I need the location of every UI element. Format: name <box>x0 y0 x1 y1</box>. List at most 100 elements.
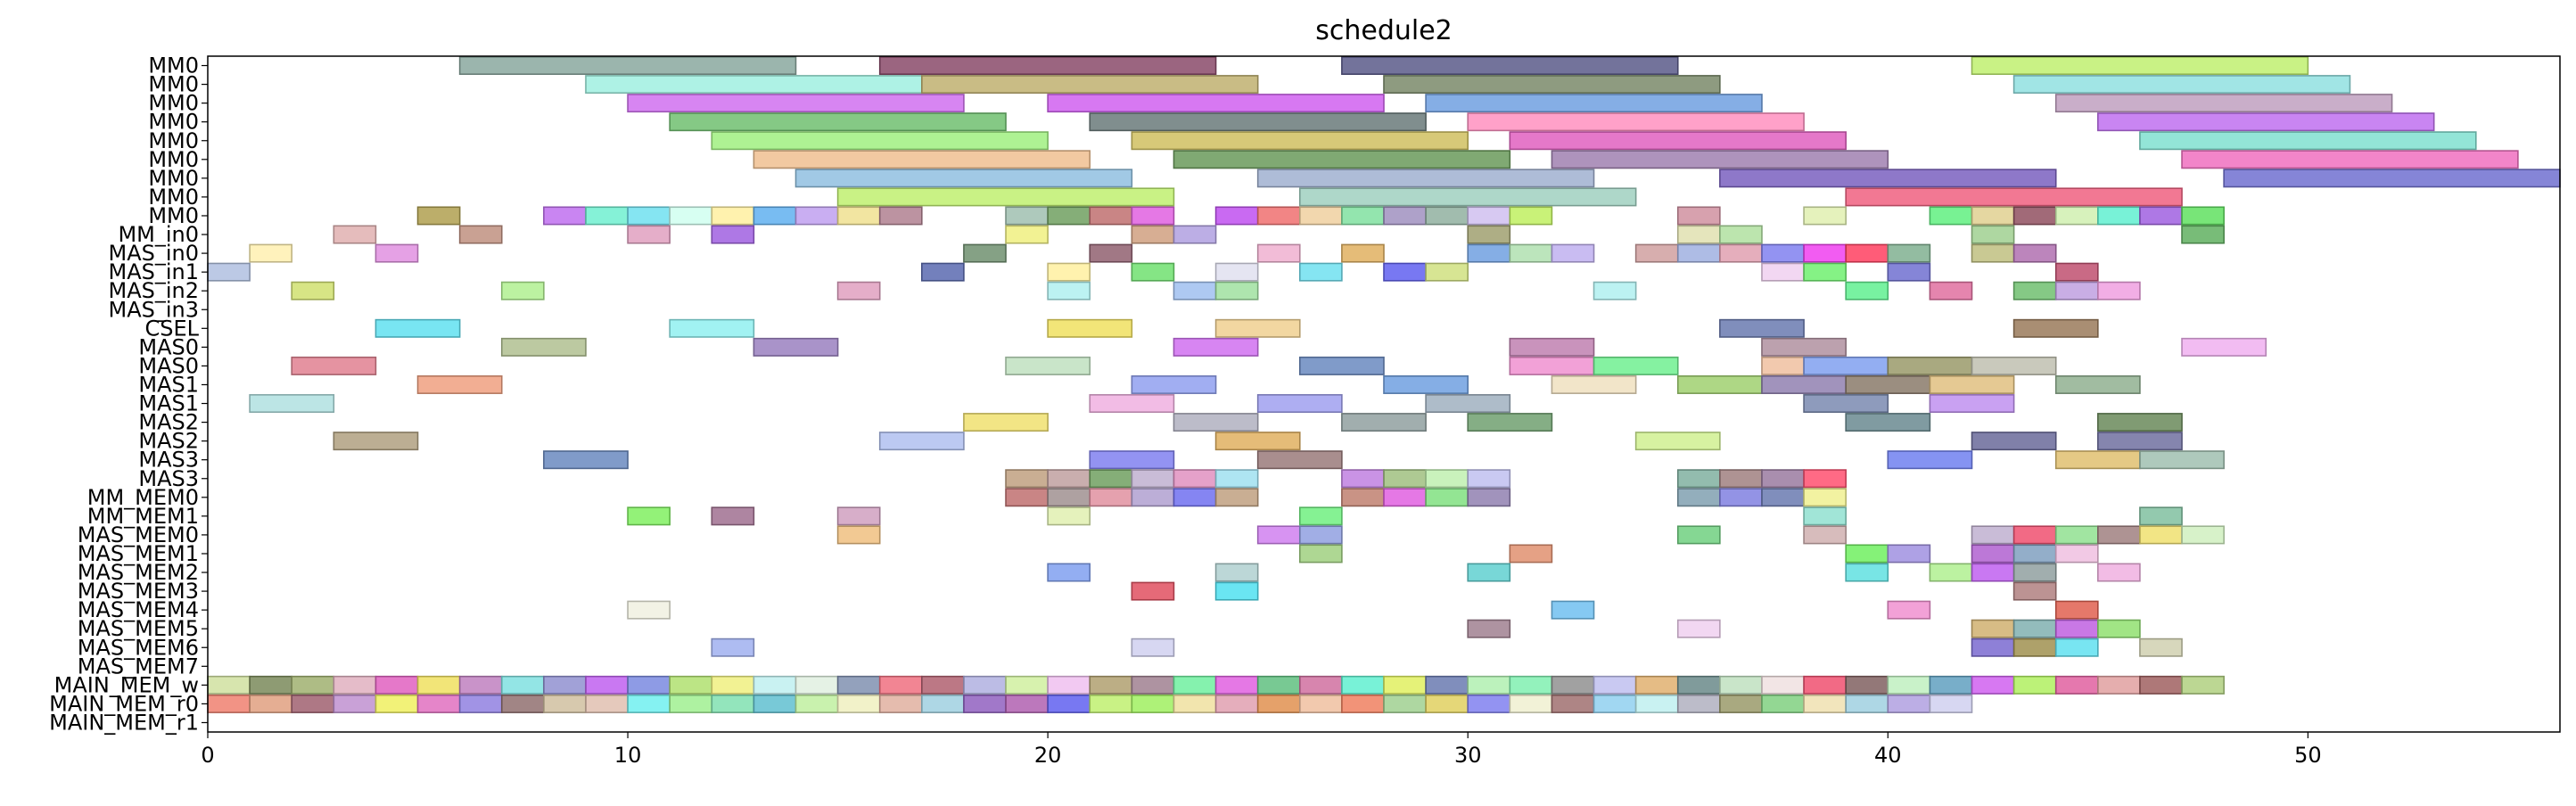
task-bar <box>1676 488 1721 507</box>
row-label: MM0 <box>148 53 199 78</box>
task-bar <box>753 694 797 713</box>
task-bar <box>2012 581 2057 601</box>
task-bar <box>2097 675 2141 695</box>
task-bar <box>1173 281 1217 300</box>
task-bar <box>669 694 713 713</box>
task-bar <box>711 694 755 713</box>
task-bar <box>543 694 587 713</box>
task-bar <box>1214 488 1259 507</box>
task-bar <box>1887 356 1973 375</box>
task-bar <box>249 694 293 713</box>
task-bar <box>794 694 839 713</box>
task-bar <box>1551 675 1595 695</box>
task-bar <box>291 281 335 300</box>
task-bar <box>1509 356 1595 375</box>
task-bar <box>1845 243 1889 263</box>
task-bar <box>1887 600 1931 620</box>
task-bar <box>1803 206 1847 226</box>
task-bar <box>1803 469 1847 489</box>
task-bar <box>207 675 251 695</box>
task-bar <box>2097 281 2141 300</box>
task-bar <box>1719 225 1763 244</box>
task-bar <box>2012 75 2351 95</box>
task-bar <box>2097 619 2141 638</box>
task-bar <box>2054 637 2099 657</box>
task-bar <box>1971 619 2015 638</box>
task-bar <box>1256 394 1343 414</box>
task-bar <box>1971 675 2015 695</box>
row-label: MAS_in3 <box>108 297 199 322</box>
task-bar <box>921 75 1259 95</box>
task-bar <box>1719 694 1763 713</box>
task-bar <box>2139 637 2183 657</box>
task-bar <box>1047 469 1091 489</box>
task-bar <box>1383 675 1427 695</box>
task-bar <box>1047 506 1091 526</box>
task-bar <box>1005 469 1049 489</box>
task-bar <box>1971 356 2057 375</box>
row-label: MAS_MEM7 <box>78 654 199 679</box>
task-bar <box>1551 150 1889 169</box>
row-label: MAS0 <box>138 353 199 378</box>
task-bar <box>1383 75 1721 95</box>
task-bar <box>1173 413 1259 432</box>
task-bar <box>963 694 1007 713</box>
task-bar <box>1256 243 1301 263</box>
task-bar <box>1047 281 1091 300</box>
x-tick-label: 10 <box>614 743 642 768</box>
task-bar <box>1089 469 1133 489</box>
task-bar <box>1719 243 1763 263</box>
task-bar <box>585 206 629 226</box>
task-bar <box>2012 318 2099 338</box>
task-bar <box>1845 694 1889 713</box>
task-bar <box>1341 413 1427 432</box>
task-bar <box>1425 394 1511 414</box>
task-bar <box>1467 488 1511 507</box>
task-bar <box>1719 169 2057 188</box>
task-bar <box>1047 94 1385 113</box>
task-bar <box>1551 374 1637 394</box>
task-bar <box>1676 525 1721 545</box>
row-label: MAS_MEM6 <box>78 635 199 660</box>
task-bar <box>1467 469 1511 489</box>
task-bar <box>1676 675 1721 695</box>
task-bar <box>1425 206 1469 226</box>
task-bar <box>1845 675 1889 695</box>
task-bar <box>1131 581 1175 601</box>
task-bar <box>333 225 377 244</box>
task-bar <box>794 206 839 226</box>
task-bar <box>1887 450 1973 470</box>
task-bar <box>2054 525 2099 545</box>
task-bar <box>669 112 1007 132</box>
task-bar <box>1887 675 1931 695</box>
plot-frame <box>207 55 2561 733</box>
row-label: MM0 <box>148 91 199 116</box>
task-bar <box>333 675 377 695</box>
task-bar <box>2097 432 2183 451</box>
task-bar <box>1803 243 1847 263</box>
task-bar <box>1089 488 1133 507</box>
task-bar <box>500 281 545 300</box>
task-bar <box>1467 206 1511 226</box>
task-bar <box>836 206 881 226</box>
task-bar <box>1971 206 2015 226</box>
row-label: MAS1 <box>138 391 199 416</box>
task-bar <box>1005 356 1091 375</box>
task-bar <box>1676 225 1721 244</box>
task-bar <box>1047 206 1091 226</box>
task-bar <box>1089 206 1133 226</box>
row-label: MM0 <box>148 110 199 135</box>
row-label: MM0 <box>148 166 199 191</box>
task-bar <box>711 637 755 657</box>
task-bar <box>2054 206 2099 226</box>
task-bar <box>1761 694 1805 713</box>
task-bar <box>1845 374 1931 394</box>
task-bar <box>543 675 587 695</box>
task-bar <box>1341 675 1385 695</box>
row-label: MM0 <box>148 72 199 97</box>
task-bar <box>963 675 1007 695</box>
task-bar <box>1214 675 1259 695</box>
task-bar <box>2097 413 2183 432</box>
task-bar <box>2054 450 2141 470</box>
task-bar <box>1298 675 1343 695</box>
